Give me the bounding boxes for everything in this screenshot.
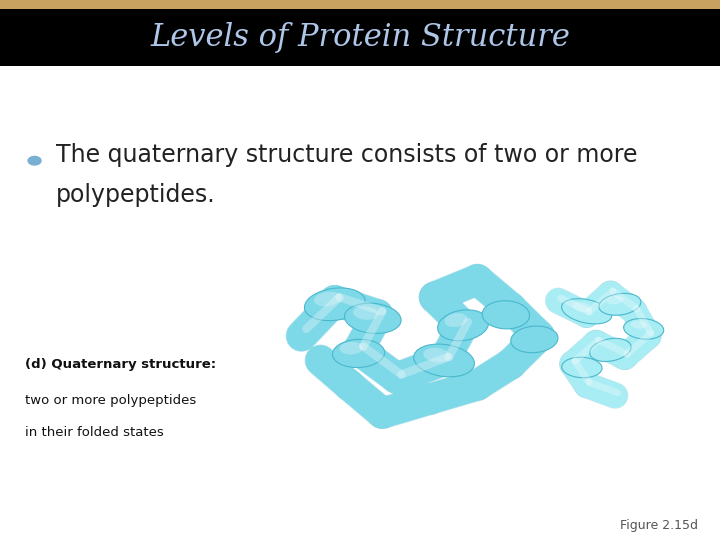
Ellipse shape: [333, 339, 384, 368]
Ellipse shape: [599, 293, 641, 315]
Ellipse shape: [631, 321, 647, 329]
Ellipse shape: [344, 303, 401, 334]
Ellipse shape: [340, 342, 363, 354]
Circle shape: [28, 157, 41, 165]
Text: Figure 2.15d: Figure 2.15d: [621, 519, 698, 532]
Text: in their folded states: in their folded states: [25, 426, 164, 438]
Ellipse shape: [572, 302, 592, 312]
Ellipse shape: [444, 313, 467, 327]
Ellipse shape: [624, 319, 664, 339]
Ellipse shape: [562, 299, 612, 324]
Ellipse shape: [305, 288, 365, 321]
Text: The quaternary structure consists of two or more: The quaternary structure consists of two…: [56, 143, 638, 167]
Ellipse shape: [482, 301, 530, 329]
Ellipse shape: [590, 339, 631, 361]
Text: Levels of Protein Structure: Levels of Protein Structure: [150, 22, 570, 53]
Ellipse shape: [414, 344, 474, 377]
Ellipse shape: [607, 296, 624, 305]
Text: (d) Quaternary structure:: (d) Quaternary structure:: [25, 357, 216, 370]
Text: polypeptides.: polypeptides.: [56, 183, 216, 207]
Ellipse shape: [353, 306, 379, 320]
Ellipse shape: [423, 348, 451, 362]
Ellipse shape: [510, 326, 558, 353]
Text: two or more polypeptides: two or more polypeptides: [25, 394, 197, 407]
Ellipse shape: [314, 292, 341, 306]
Ellipse shape: [438, 310, 489, 341]
Ellipse shape: [562, 357, 602, 377]
